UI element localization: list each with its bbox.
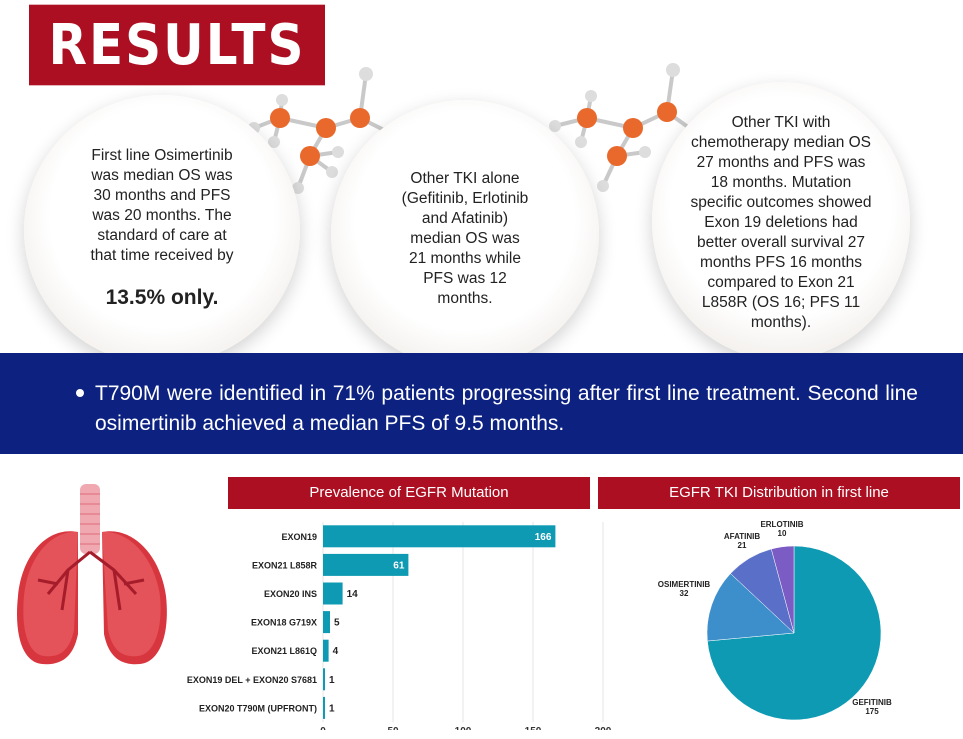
bullet-dot-icon [76,389,84,397]
bar-x-tick-label: 150 [525,726,542,730]
bar-x-tick-label: 100 [455,726,472,730]
bar [323,553,409,576]
pie-chart-title: EGFR TKI Distribution in first line [598,477,960,509]
pie-slice-label: AFATINIB [724,532,761,541]
bar-category-label: EXON19 DEL + EXON20 S7681 [187,675,317,685]
pie-slice-label: OSIMERTINIB [658,580,711,589]
bar [323,696,325,719]
bar-category-label: EXON20 T790M (UPFRONT) [199,703,317,713]
circle-tki-with-chemotherapy: Other TKI with chemotherapy median OS 27… [652,82,910,360]
bar [323,639,329,662]
bar-value-label: 1 [329,675,335,686]
circle-other-tki-alone: Other TKI alone (Gefitinib, Erlotinib an… [331,100,599,368]
bar-category-label: EXON19 [281,532,317,542]
pie-slice-label: ERLOTINIB [760,520,803,529]
bar-category-label: EXON18 G719X [251,618,317,628]
molecule-right-icon [549,63,701,192]
summary-bullet: T790M were identified in 71% patients pr… [73,379,918,439]
pie-slice [770,545,795,634]
bar [323,525,556,548]
pie-slice-value: 10 [778,529,787,538]
bar-category-label: EXON21 L858R [252,560,318,570]
pie-slice [706,573,795,642]
summary-band [0,353,963,454]
circle-2-text: Other TKI alone (Gefitinib, Erlotinib an… [401,170,529,307]
circle-1-text: First line Osimertinib was median OS was… [90,147,234,264]
bar-value-label: 1 [329,703,335,714]
pie-slice-value: 175 [865,707,879,716]
pie-slice-value: 21 [738,541,747,550]
circle-3-text: Other TKI with chemotherapy median OS 27… [690,114,872,331]
bar [323,668,325,691]
bar [323,582,343,605]
circle-1-highlight: 13.5% only. [105,286,219,309]
bar-x-tick-label: 200 [595,726,612,730]
pie-slice-label: GEFITINIB [852,698,892,707]
summary-bullet-text: T790M were identified in 71% patients pr… [95,382,918,435]
bar-x-tick-label: 50 [387,726,399,730]
bar-category-label: EXON21 L861Q [251,646,317,656]
egfr-mutation-bar-chart: 0 50 100 150 200 EXON19 166 EXON21 L858R 61 EXON2… [187,522,612,730]
bar-value-label: 14 [347,589,359,600]
circle-first-line-osimertinib: First line Osimertinib was median OS was… [24,95,300,365]
bar-value-label: 4 [333,646,339,657]
results-title: RESULTS [29,4,325,86]
bar [323,611,330,634]
bar-value-label: 61 [393,560,405,571]
bar-chart-title: Prevalence of EGFR Mutation [228,477,590,509]
pie-slice-value: 32 [680,589,689,598]
bar-x-tick-label: 0 [320,726,326,730]
bar-category-label: EXON20 INS [264,589,317,599]
bar-value-label: 166 [535,532,552,543]
lungs-icon [17,484,167,665]
bar-value-label: 5 [334,618,340,629]
